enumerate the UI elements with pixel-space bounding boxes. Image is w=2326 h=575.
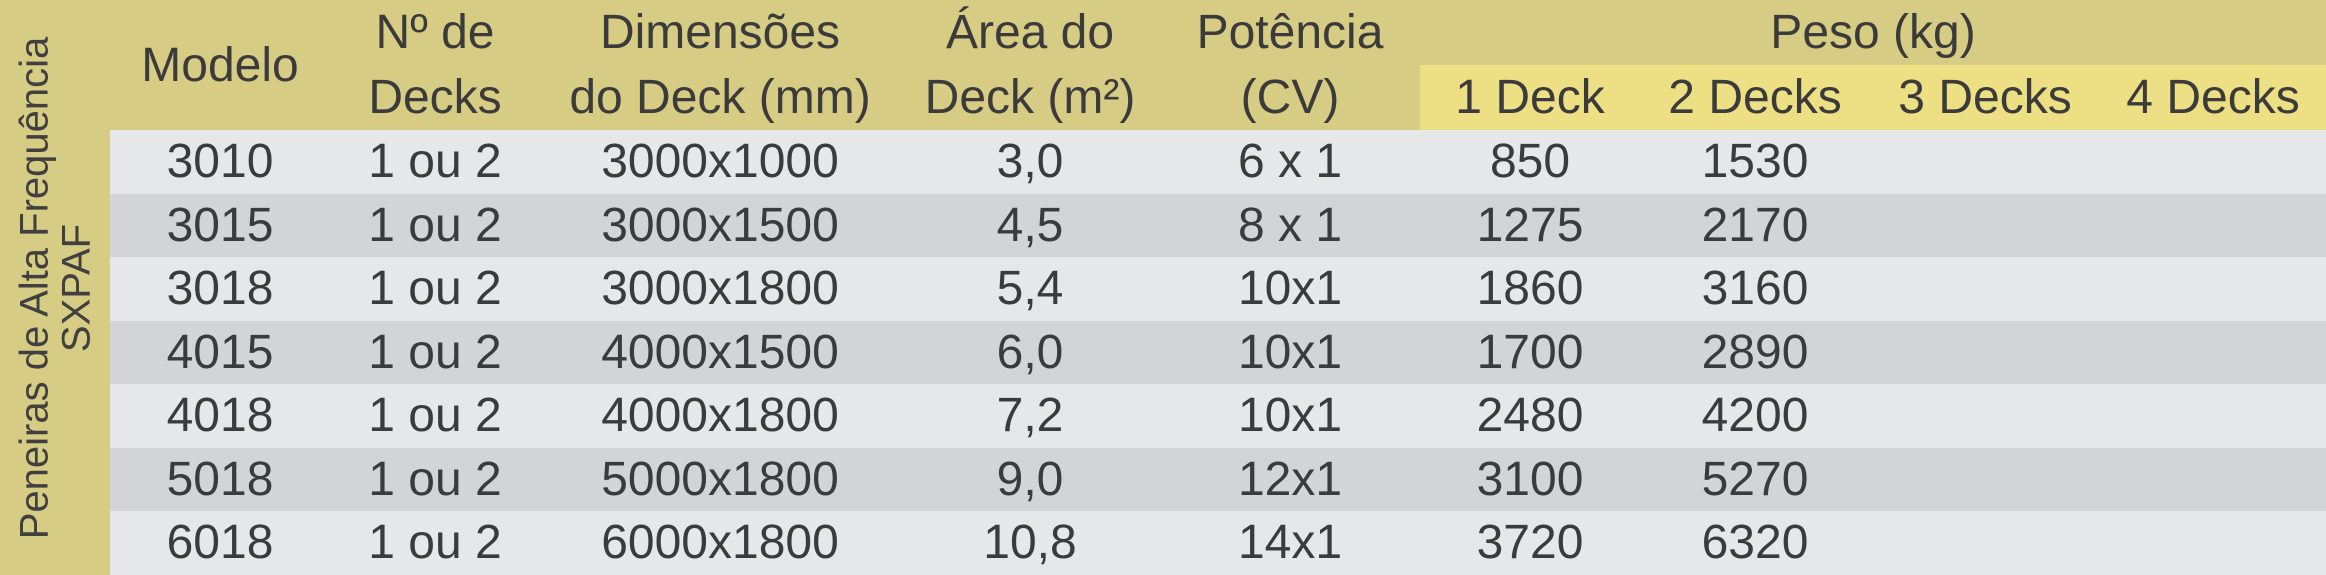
- table-row: 6018 1 ou 2 6000x1800 10,8 14x1 3720 632…: [110, 511, 2326, 575]
- side-label: Peneiras de Alta Frequência SXPAF: [13, 36, 97, 539]
- cell-model: 3010: [110, 134, 330, 189]
- cell-area: 5,4: [900, 261, 1160, 316]
- cell-ndecks: 1 ou 2: [330, 325, 540, 380]
- cell-ndecks: 1 ou 2: [330, 515, 540, 570]
- side-label-band: Peneiras de Alta Frequência SXPAF: [0, 0, 110, 575]
- cell-d2: 2170: [1640, 198, 1870, 253]
- cell-pot: 10x1: [1160, 261, 1420, 316]
- table-row: 4015 1 ou 2 4000x1500 6,0 10x1 1700 2890: [110, 321, 2326, 385]
- cell-d1: 850: [1420, 134, 1640, 189]
- cell-pot: 8 x 1: [1160, 198, 1420, 253]
- cell-d1: 3720: [1420, 515, 1640, 570]
- cell-dim: 3000x1800: [540, 261, 900, 316]
- cell-dim: 4000x1500: [540, 325, 900, 380]
- cell-area: 3,0: [900, 134, 1160, 189]
- cell-pot: 14x1: [1160, 515, 1420, 570]
- cell-ndecks: 1 ou 2: [330, 134, 540, 189]
- cell-pot: 10x1: [1160, 388, 1420, 443]
- cell-d2: 5270: [1640, 452, 1870, 507]
- cell-dim: 3000x1500: [540, 198, 900, 253]
- col-header-ndecks-line2: Decks: [330, 70, 540, 125]
- cell-area: 10,8: [900, 515, 1160, 570]
- col-header-pot-line1: Potência: [1160, 5, 1420, 60]
- table-row: 5018 1 ou 2 5000x1800 9,0 12x1 3100 5270: [110, 448, 2326, 512]
- cell-ndecks: 1 ou 2: [330, 261, 540, 316]
- cell-model: 6018: [110, 515, 330, 570]
- table-row: 3015 1 ou 2 3000x1500 4,5 8 x 1 1275 217…: [110, 194, 2326, 258]
- cell-d2: 3160: [1640, 261, 1870, 316]
- col-header-model: Modelo: [110, 38, 330, 93]
- cell-area: 7,2: [900, 388, 1160, 443]
- cell-model: 4018: [110, 388, 330, 443]
- col-header-3decks: 3 Decks: [1870, 65, 2100, 130]
- cell-dim: 3000x1000: [540, 134, 900, 189]
- cell-d2: 6320: [1640, 515, 1870, 570]
- cell-d2: 4200: [1640, 388, 1870, 443]
- table-header: Modelo Nº de Decks Dimensões do Deck (mm…: [110, 0, 2326, 130]
- cell-d1: 3100: [1420, 452, 1640, 507]
- col-header-2decks: 2 Decks: [1640, 65, 1870, 130]
- table-body: 3010 1 ou 2 3000x1000 3,0 6 x 1 850 1530…: [110, 130, 2326, 575]
- cell-model: 3015: [110, 198, 330, 253]
- cell-area: 4,5: [900, 198, 1160, 253]
- cell-pot: 12x1: [1160, 452, 1420, 507]
- data-table: Modelo Nº de Decks Dimensões do Deck (mm…: [110, 0, 2326, 575]
- col-header-pot-line2: (CV): [1160, 70, 1420, 125]
- col-header-area-line1: Área do: [900, 5, 1160, 60]
- col-header-4decks: 4 Decks: [2100, 65, 2326, 130]
- side-label-line1: Peneiras de Alta Frequência: [13, 36, 55, 539]
- cell-model: 4015: [110, 325, 330, 380]
- table-row: 4018 1 ou 2 4000x1800 7,2 10x1 2480 4200: [110, 384, 2326, 448]
- col-header-1deck: 1 Deck: [1420, 65, 1640, 130]
- col-header-dim-line1: Dimensões: [540, 5, 900, 60]
- col-header-ndecks-line1: Nº de: [330, 5, 540, 60]
- table-row: 3010 1 ou 2 3000x1000 3,0 6 x 1 850 1530: [110, 130, 2326, 194]
- cell-d2: 2890: [1640, 325, 1870, 380]
- cell-model: 3018: [110, 261, 330, 316]
- cell-ndecks: 1 ou 2: [330, 388, 540, 443]
- cell-area: 6,0: [900, 325, 1160, 380]
- cell-d2: 1530: [1640, 134, 1870, 189]
- side-label-line2: SXPAF: [55, 36, 97, 539]
- cell-d1: 1275: [1420, 198, 1640, 253]
- col-header-area-line2: Deck (m²): [900, 70, 1160, 125]
- cell-ndecks: 1 ou 2: [330, 198, 540, 253]
- col-header-dim-line2: do Deck (mm): [540, 70, 900, 125]
- cell-ndecks: 1 ou 2: [330, 452, 540, 507]
- cell-dim: 5000x1800: [540, 452, 900, 507]
- cell-d1: 1700: [1420, 325, 1640, 380]
- col-header-peso-group: Peso (kg): [1420, 5, 2326, 60]
- cell-model: 5018: [110, 452, 330, 507]
- cell-d1: 2480: [1420, 388, 1640, 443]
- cell-area: 9,0: [900, 452, 1160, 507]
- cell-dim: 6000x1800: [540, 515, 900, 570]
- cell-pot: 10x1: [1160, 325, 1420, 380]
- table-container: Peneiras de Alta Frequência SXPAF Modelo…: [0, 0, 2326, 575]
- cell-pot: 6 x 1: [1160, 134, 1420, 189]
- table-row: 3018 1 ou 2 3000x1800 5,4 10x1 1860 3160: [110, 257, 2326, 321]
- cell-d1: 1860: [1420, 261, 1640, 316]
- cell-dim: 4000x1800: [540, 388, 900, 443]
